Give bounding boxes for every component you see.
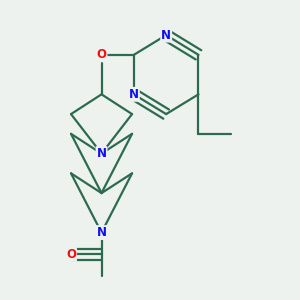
Text: N: N bbox=[129, 88, 139, 101]
Text: N: N bbox=[97, 147, 106, 160]
Text: O: O bbox=[66, 248, 76, 261]
Text: N: N bbox=[161, 28, 171, 42]
Text: O: O bbox=[97, 48, 106, 61]
Text: N: N bbox=[97, 226, 106, 239]
